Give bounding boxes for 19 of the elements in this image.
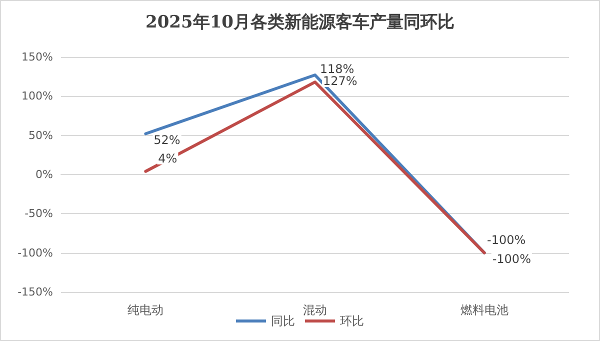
text: -100% <box>492 252 531 266</box>
legend-label: 同比 <box>271 314 295 328</box>
y-tick-label: 100% <box>22 90 53 103</box>
y-tick-label: -100% <box>18 246 53 260</box>
x-tick-label: 混动 <box>303 303 327 317</box>
text: 127% <box>323 74 358 88</box>
legend-label: 环比 <box>340 314 364 328</box>
chart-title: 2025年10月各类新能源客车产量同环比 <box>146 12 454 32</box>
y-tick-label: 50% <box>28 128 53 142</box>
x-tick-label: 纯电动 <box>128 303 164 317</box>
y-tick-label: -150% <box>18 286 53 298</box>
text: 4% <box>158 151 178 166</box>
x-tick-label: 燃料电池 <box>460 303 508 317</box>
y-tick-label: 150% <box>22 50 53 64</box>
text: 52% <box>154 132 180 147</box>
y-tick-label: 0% <box>36 168 53 181</box>
y-tick-label: -50% <box>24 207 53 220</box>
text: 118% <box>320 62 354 76</box>
text: -100% <box>487 232 526 247</box>
